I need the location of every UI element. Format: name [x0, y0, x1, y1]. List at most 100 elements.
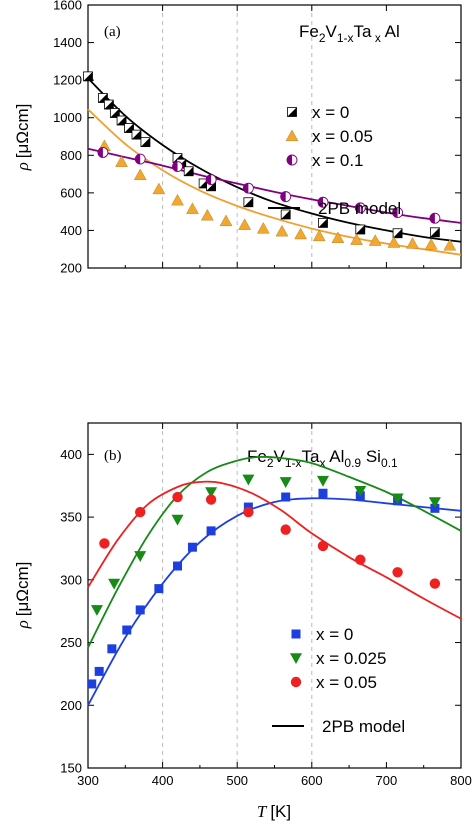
data-point	[238, 218, 251, 230]
data-point	[392, 207, 404, 219]
y-tick-label: 300	[60, 572, 82, 587]
data-point	[103, 99, 114, 110]
data-point	[83, 71, 93, 82]
panel-a: 200 400 600 800 1000 1200 1400 1600 (a) Fe2V1-x…	[13, 0, 462, 276]
x-tick-label: 700	[376, 773, 398, 788]
panel-b-points	[87, 474, 441, 689]
data-point	[135, 506, 146, 518]
data-point	[443, 239, 457, 251]
legend-label: x = 0	[312, 103, 349, 122]
panel-a-ylabel: ρ[μΩcm]	[13, 104, 32, 172]
data-point	[243, 197, 254, 208]
data-point	[424, 238, 438, 250]
data-point	[109, 108, 120, 118]
panel-a-legend: x = 0 x = 0.05 x = 0.1 2PB model	[268, 103, 401, 218]
y-tick-label: 1400	[53, 35, 82, 50]
panel-a-points	[83, 71, 457, 251]
legend-swatch	[285, 129, 299, 142]
data-point	[429, 227, 440, 238]
data-point	[317, 196, 329, 208]
data-point	[87, 679, 97, 689]
panel-a-grid	[162, 5, 313, 268]
data-point	[134, 153, 146, 165]
y-tick-label: 250	[60, 635, 82, 650]
data-point	[186, 202, 199, 214]
panel-a-ticks: 200 400 600 800 1000 1200 1400 1600	[53, 0, 462, 276]
panel-a-title: Fe2V1-xTa x Al	[299, 22, 400, 45]
data-point	[205, 174, 217, 186]
data-point	[242, 474, 255, 486]
legend-swatch	[287, 107, 297, 117]
panel-a-label: (a)	[104, 24, 121, 40]
data-point	[279, 477, 292, 488]
fit-curve-b-5	[87, 455, 462, 649]
data-point	[387, 236, 401, 248]
legend-label: x = 0	[316, 625, 353, 644]
fit-curve-b-6	[87, 480, 462, 620]
legend-label: 2PB model	[322, 717, 405, 736]
legend-swatch	[290, 676, 302, 688]
data-point	[107, 644, 117, 654]
panel-a-frame	[87, 4, 462, 269]
data-point	[317, 540, 329, 552]
data-point	[201, 208, 214, 221]
panel-b-label: (b)	[104, 448, 122, 464]
data-point	[116, 115, 127, 126]
data-point	[429, 212, 441, 224]
y-tick-label: 350	[60, 510, 82, 525]
x-tick-label: 800	[450, 773, 472, 788]
data-point	[205, 494, 217, 505]
data-point	[171, 193, 184, 206]
data-point	[90, 605, 103, 616]
data-point	[206, 526, 216, 536]
y-tick-label: 800	[60, 148, 82, 163]
panel-b: 150 200 250 300 350 400 300 400 500 600 700 800 (b)…	[13, 422, 472, 821]
data-point	[355, 224, 366, 235]
panel-b-ticks: 150 200 250 300 350 400 300 400 500 600 700 800	[60, 423, 472, 788]
x-tick-label: 300	[77, 773, 99, 788]
data-point	[99, 538, 110, 549]
data-point	[219, 214, 233, 227]
data-point	[429, 578, 441, 589]
data-point	[368, 234, 382, 246]
data-point	[242, 182, 254, 194]
data-point	[152, 182, 166, 195]
data-point	[294, 227, 307, 240]
data-point	[97, 147, 109, 158]
y-tick-label: 1000	[53, 110, 82, 125]
data-point	[243, 506, 254, 518]
data-point	[430, 503, 440, 513]
y-tick-label: 150	[60, 761, 82, 776]
data-point	[318, 218, 328, 228]
data-point	[173, 561, 183, 571]
legend-swatch	[290, 653, 302, 664]
data-point	[131, 129, 142, 140]
y-tick-label: 200	[60, 261, 82, 276]
data-point	[172, 161, 183, 173]
data-point	[134, 551, 147, 562]
panel-b-legend: x = 0 x = 0.025 x = 0.05 2PB model	[272, 625, 405, 736]
data-point	[318, 488, 328, 498]
x-tick-label: 400	[152, 773, 174, 788]
data-point	[428, 497, 441, 509]
data-point	[280, 191, 292, 203]
data-point	[115, 155, 128, 167]
x-tick-label: 500	[226, 773, 248, 788]
data-point	[256, 222, 270, 234]
y-tick-label: 200	[60, 698, 82, 713]
data-point	[392, 567, 403, 578]
panel-b-curves	[87, 455, 462, 706]
data-point	[154, 584, 164, 594]
data-point	[122, 625, 132, 635]
legend-label: x = 0.1	[312, 151, 364, 170]
panel-a-curves	[87, 77, 462, 256]
data-point	[171, 514, 184, 526]
y-tick-label: 600	[60, 185, 82, 200]
y-tick-label: 400	[60, 223, 82, 238]
y-tick-label: 400	[60, 447, 82, 462]
data-point	[205, 487, 218, 498]
data-point	[108, 578, 121, 590]
panel-b-xlabel: T [K]	[257, 802, 291, 821]
data-point	[392, 228, 403, 239]
